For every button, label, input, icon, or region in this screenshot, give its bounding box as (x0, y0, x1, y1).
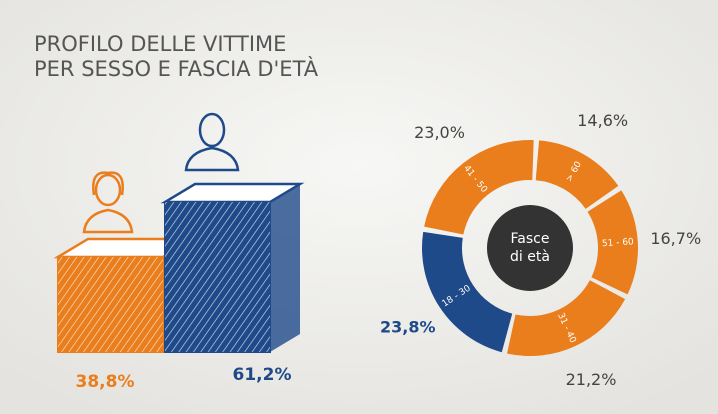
value-label: 38,8% (76, 372, 135, 392)
center-label: Fasce (511, 231, 550, 247)
value-label: 23,0% (414, 123, 465, 142)
value-label: 16,7% (650, 229, 701, 248)
box (53, 237, 198, 353)
value-label: 14,6% (577, 111, 628, 130)
title-line: PER SESSO E FASCIA D'ETÀ (34, 56, 319, 81)
center-label: di età (510, 249, 550, 265)
hatch (165, 202, 270, 352)
female-icon (82, 171, 134, 234)
donut-center (487, 205, 573, 291)
value-label: 21,2% (566, 370, 617, 389)
donut-segment (535, 140, 619, 209)
value-label: 61,2% (233, 365, 292, 385)
donut-segment (421, 231, 513, 353)
donut-segment (424, 140, 534, 235)
hatch (58, 256, 163, 352)
value-label: 23,8% (380, 317, 436, 336)
segment-label: 51 - 60 (602, 237, 635, 249)
box-side (270, 184, 300, 352)
donut-segment (507, 280, 626, 356)
title-line: PROFILO DELLE VITTIME (34, 32, 286, 56)
box (160, 182, 305, 353)
donut-segment (587, 190, 638, 295)
male-icon (184, 112, 240, 172)
